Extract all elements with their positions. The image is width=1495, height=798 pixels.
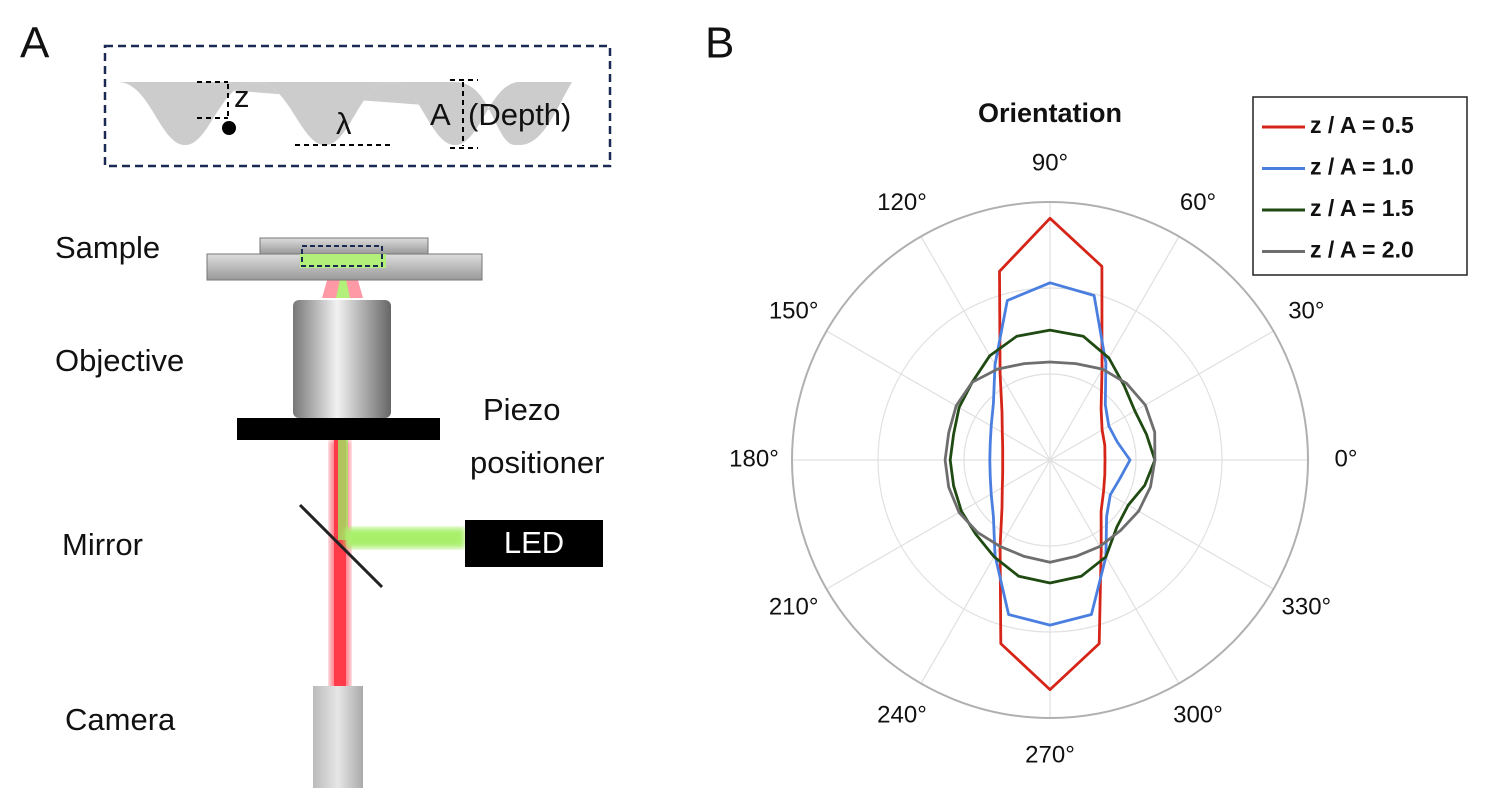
theta-tick-label: 330°: [1282, 593, 1332, 620]
theta-tick-label: 150°: [769, 297, 819, 324]
piezo: [237, 418, 440, 440]
legend-label: z / A = 1.5: [1310, 195, 1414, 221]
theta-tick-label: 180°: [729, 445, 779, 472]
theta-tick-label: 210°: [769, 593, 819, 620]
theta-grid-line: [920, 459, 1051, 684]
cone-green: [336, 265, 350, 298]
polar-line: [998, 216, 1107, 691]
objective: [293, 300, 391, 418]
led-label: LED: [504, 525, 564, 560]
theta-tick-label: 30°: [1288, 297, 1324, 324]
mirror-label: Mirror: [62, 527, 143, 562]
chart-title: Orientation: [978, 98, 1122, 128]
polar-line: [948, 328, 1157, 585]
theta-grid-line: [1049, 330, 1274, 461]
lambda-label: λ: [336, 106, 352, 141]
particle: [222, 121, 236, 135]
polar-line: [943, 360, 1157, 564]
theta-grid-line: [1049, 459, 1180, 684]
theta-grid-line: [1049, 459, 1274, 590]
camera: [313, 686, 363, 788]
theta-tick-label: 60°: [1180, 189, 1216, 216]
theta-grid-line: [920, 236, 1051, 461]
polar-chart: Orientation 0° 30° 60° 90° 120° 150° 180° 210° 24…: [729, 96, 1468, 768]
r-grid-line: [877, 287, 1223, 633]
green-beam-h: [345, 528, 465, 548]
theta-tick-label: 240°: [877, 702, 927, 729]
setup: LED Sample Objective Piezo positioner Mi…: [55, 230, 604, 788]
dimension-lines: [197, 79, 478, 149]
mirror: [298, 503, 384, 589]
r-grid-line: [791, 201, 1309, 719]
theta-tick-label: 90°: [1032, 149, 1068, 176]
wave: [118, 82, 572, 145]
sample-label: Sample: [55, 230, 160, 265]
inset-box: [103, 44, 612, 168]
theta-tick-label: 120°: [877, 189, 927, 216]
theta-tick-label: 300°: [1173, 702, 1223, 729]
theta-grid-line: [1049, 236, 1180, 461]
piezo-label: positioner: [470, 445, 604, 480]
amplitude-label: A: [430, 97, 451, 132]
piezo-label: Piezo: [483, 392, 561, 427]
legend-label: z / A = 0.5: [1310, 112, 1414, 138]
legend-label: z / A = 1.0: [1310, 154, 1414, 180]
zoom-box: [301, 245, 383, 267]
panel-label: A: [20, 19, 50, 68]
objective-label: Objective: [55, 343, 184, 378]
green-beam-v: [338, 440, 348, 540]
camera-label: Camera: [65, 702, 176, 737]
sample-chamber: [300, 254, 386, 268]
theta-tick-label: 270°: [1025, 741, 1075, 768]
panel-label: B: [705, 19, 734, 68]
z-label: z: [234, 79, 250, 114]
legend-box: [1252, 96, 1468, 276]
theta-grid-line: [826, 459, 1051, 590]
theta-grid-line: [826, 330, 1051, 461]
inset: z λ A (Depth): [103, 44, 612, 168]
legend-label: z / A = 2.0: [1310, 237, 1414, 263]
r-grid-line: [963, 373, 1137, 547]
theta-tick-label: 0°: [1335, 445, 1358, 472]
depth-label: (Depth): [468, 97, 571, 132]
led-box: [465, 520, 603, 567]
